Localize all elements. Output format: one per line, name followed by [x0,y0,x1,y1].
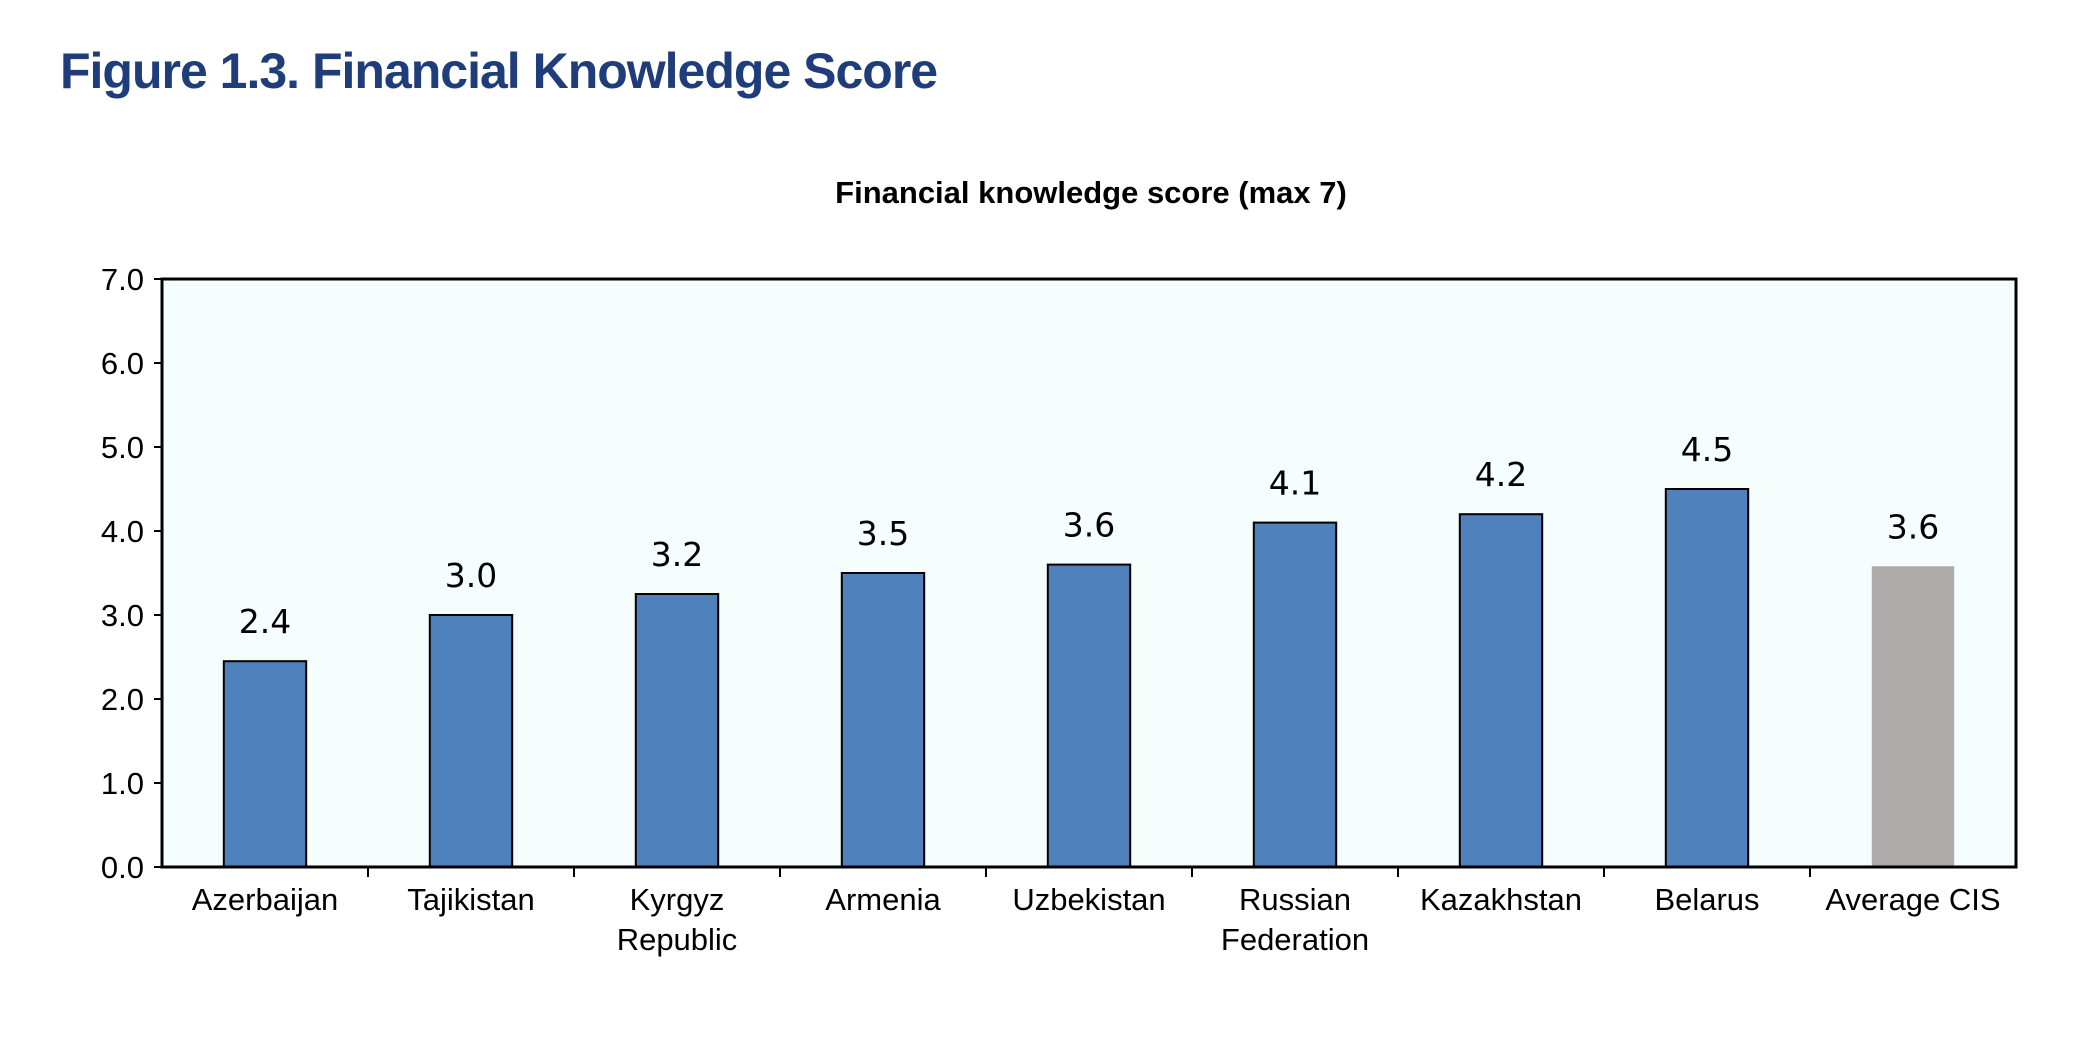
bar-tajikistan [428,614,514,868]
bars-group [222,488,1955,869]
plot-frame [160,277,2018,869]
data-label: 3.6 [1063,506,1115,545]
bar-kyrgyz-republic [634,593,720,868]
x-tick-label-line: Average CIS [1825,882,2000,917]
chart-title: Financial knowledge score (max 7) [835,175,1347,210]
x-tick-label-line: Armenia [825,882,941,917]
x-tick-label: Belarus [1654,882,1759,917]
data-label: 2.4 [239,602,291,641]
bar-average-cis [1871,566,1955,867]
bar-azerbaijan [222,660,308,869]
y-tick-label: 2.0 [101,682,144,717]
y-tick-label: 3.0 [101,598,144,633]
x-tick-label-line: Russian [1239,882,1351,917]
data-label: 3.2 [651,535,703,574]
y-tick-label: 0.0 [101,850,144,885]
y-tick-label: 5.0 [101,430,144,465]
data-label: 3.5 [857,514,909,553]
x-tick-label-line: Kazakhstan [1420,882,1582,917]
y-tick-label: 6.0 [101,346,144,381]
data-label: 4.2 [1475,455,1527,494]
y-tick-label: 4.0 [101,514,144,549]
x-tick-label-line: Azerbaijan [192,882,338,917]
x-tick-label: Armenia [825,882,941,917]
data-label: 4.5 [1681,430,1733,469]
bar-russian-federation [1252,521,1338,868]
data-label: 3.0 [445,556,497,595]
x-axis: Azerbaijan Tajikistan Kyrgyz Republic Armeni… [192,867,2001,957]
x-tick-label-line: Uzbekistan [1012,882,1165,917]
x-tick-label-line: Federation [1221,922,1369,957]
x-tick-label: Average CIS [1825,882,2000,917]
value-labels-group: 2.4 3.0 3.2 3.5 3.6 4.1 4.2 4.5 3.6 [239,430,1939,641]
data-label: 4.1 [1269,464,1321,503]
x-tick-label-line: Republic [617,922,738,957]
x-tick-label: Azerbaijan [192,882,338,917]
bar-belarus [1664,488,1750,868]
y-tick-label: 7.0 [101,262,144,297]
x-tick-label-line: Belarus [1654,882,1759,917]
y-axis: 0.0 1.0 2.0 3.0 4.0 5.0 6.0 7.0 [101,262,162,885]
data-label: 3.6 [1887,507,1939,546]
x-tick-label: Kazakhstan [1420,882,1582,917]
bar-armenia [840,572,926,868]
x-tick-label: Tajikistan [407,882,535,917]
figure-title: Figure 1.3. Financial Knowledge Score [60,43,938,99]
bar-uzbekistan [1046,563,1132,868]
x-tick-label: Uzbekistan [1012,882,1165,917]
y-tick-label: 1.0 [101,766,144,801]
bar-kazakhstan [1458,513,1544,868]
x-tick-label-line: Tajikistan [407,882,535,917]
x-tick-label: Kyrgyz Republic [617,882,738,957]
x-tick-label: Russian Federation [1221,882,1369,957]
x-tick-label-line: Kyrgyz [630,882,725,917]
